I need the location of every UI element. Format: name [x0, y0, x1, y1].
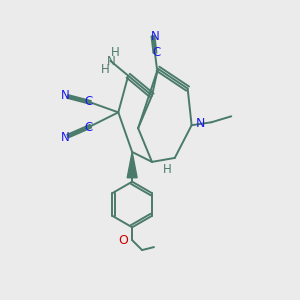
Text: C: C [153, 46, 161, 59]
Polygon shape [127, 152, 137, 178]
Text: O: O [118, 234, 128, 247]
Text: C: C [84, 121, 93, 134]
Text: N: N [107, 55, 116, 68]
Text: H: H [111, 46, 120, 59]
Text: H: H [163, 163, 171, 176]
Text: N: N [60, 89, 69, 102]
Text: C: C [84, 95, 93, 108]
Text: N: N [60, 130, 69, 144]
Text: H: H [101, 63, 110, 76]
Text: N: N [151, 30, 159, 43]
Text: N: N [196, 117, 205, 130]
